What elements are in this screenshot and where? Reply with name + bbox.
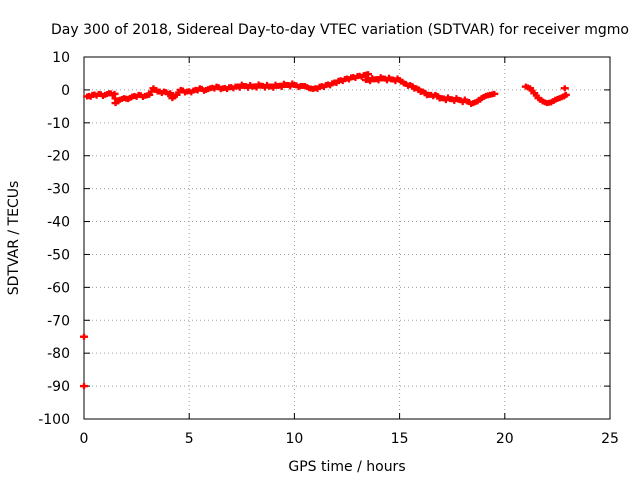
data-point: [452, 95, 460, 102]
data-point: [561, 92, 569, 99]
y-tick-label: -50: [47, 247, 70, 263]
x-tick-label: 25: [601, 431, 619, 447]
y-tick-label: -30: [47, 182, 70, 198]
data-point: [385, 74, 393, 81]
data-point: [217, 86, 225, 93]
data-point: [139, 94, 147, 101]
data-point: [393, 75, 401, 82]
data-point: [80, 383, 88, 390]
x-axis-label: GPS time / hours: [288, 459, 405, 475]
data-point: [200, 87, 208, 94]
y-tick-label: -60: [47, 280, 70, 296]
data-point: [246, 81, 254, 88]
data-point: [126, 94, 134, 101]
data-point: [358, 73, 366, 80]
x-tick-label: 0: [80, 431, 89, 447]
data-point: [133, 93, 141, 100]
data-point: [476, 96, 484, 103]
data-point: [295, 84, 303, 91]
data-point: [255, 81, 263, 88]
data-point: [152, 86, 160, 93]
data-point: [332, 80, 340, 87]
data-point: [314, 85, 322, 92]
data-point: [377, 74, 385, 81]
data-point: [87, 93, 95, 100]
data-point: [147, 88, 155, 95]
y-tick-label: -40: [47, 215, 70, 231]
data-point: [339, 78, 347, 85]
y-tick-label: -80: [47, 346, 70, 362]
data-point: [204, 86, 212, 93]
data-point: [229, 85, 237, 92]
y-tick-label: 0: [61, 83, 70, 99]
data-point: [320, 84, 328, 91]
data-point: [532, 92, 540, 99]
data-point: [238, 81, 246, 88]
data-point: [181, 89, 189, 96]
data-point: [467, 101, 475, 108]
data-point: [351, 75, 359, 82]
x-tick-label: 5: [185, 431, 194, 447]
data-point: [288, 80, 296, 87]
data-point: [109, 92, 117, 99]
data-point: [375, 77, 383, 84]
data-point: [236, 84, 244, 91]
y-tick-label: -100: [38, 412, 70, 428]
data-point: [537, 96, 545, 103]
data-point: [480, 93, 488, 100]
data-point: [175, 89, 183, 96]
grid: [84, 57, 610, 419]
data-point: [366, 78, 374, 85]
data-point: [263, 81, 271, 88]
data-point: [80, 333, 88, 340]
data-point: [143, 92, 151, 99]
x-tick-label: 20: [496, 431, 514, 447]
data-point: [278, 83, 286, 90]
data-point: [545, 99, 553, 106]
data-point: [549, 98, 557, 105]
data-point: [303, 84, 311, 91]
data-point: [560, 85, 569, 92]
data-point: [269, 84, 277, 91]
data-point: [362, 71, 370, 78]
data-point: [114, 98, 122, 105]
data-point: [345, 76, 353, 83]
y-tick-label: -20: [47, 149, 70, 165]
axis-ticks: 0 5 10 15 20 25 10 0 -10 -20 -30 -40 -50 -60 -70 -80 -90…: [38, 50, 619, 447]
data-point: [223, 86, 231, 93]
data-point: [553, 95, 561, 102]
data-point: [253, 84, 261, 91]
plot-frame: [83, 56, 611, 420]
data-point: [461, 96, 469, 103]
y-tick-label: -10: [47, 116, 70, 132]
data-point: [99, 93, 107, 100]
data-point: [398, 78, 406, 85]
data-point: [524, 84, 532, 91]
y-tick-label: -70: [47, 313, 70, 329]
data-point: [444, 94, 452, 101]
data-series: [80, 71, 570, 390]
data-point: [210, 85, 218, 92]
data-point: [471, 99, 479, 106]
data-point: [528, 87, 536, 94]
data-point: [488, 91, 496, 98]
y-axis-label: SDTVAR / TECUs: [6, 181, 22, 296]
data-point: [187, 89, 195, 96]
data-point: [93, 92, 101, 99]
chart-title: Day 300 of 2018, Sidereal Day-to-day VTE…: [51, 22, 629, 38]
data-point: [326, 82, 334, 89]
data-point: [170, 93, 178, 100]
data-point: [299, 82, 307, 89]
y-tick-label: 10: [52, 50, 70, 66]
data-point: [194, 87, 202, 94]
data-point: [280, 80, 288, 87]
x-tick-label: 15: [391, 431, 409, 447]
y-tick-label: -90: [47, 379, 70, 395]
x-tick-label: 10: [285, 431, 303, 447]
